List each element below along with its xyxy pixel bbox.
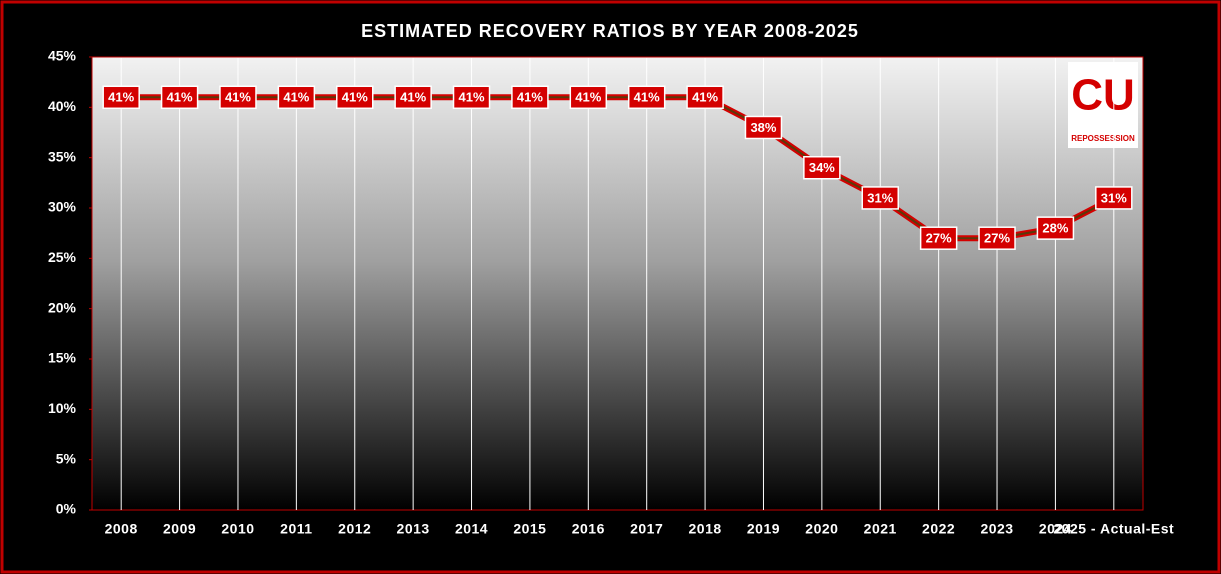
chart-title: ESTIMATED RECOVERY RATIOS BY YEAR 2008-2… [361, 21, 859, 41]
y-tick-label: 30% [48, 199, 77, 215]
data-label: 41% [342, 90, 368, 105]
y-tick-label: 25% [48, 249, 77, 265]
label-box [627, 85, 666, 110]
data-label: 38% [750, 120, 776, 135]
x-tick-label: 2022 [922, 521, 955, 537]
data-label: 28% [1042, 221, 1068, 236]
x-tick-label: 2010 [221, 521, 254, 537]
y-tick-label: 45% [48, 48, 77, 64]
logo-mark: CU [1071, 71, 1135, 120]
label-box [1095, 186, 1133, 210]
data-label: 34% [809, 160, 835, 175]
data-label: 41% [692, 90, 718, 105]
label-box [803, 155, 841, 180]
data-label: 41% [575, 90, 601, 105]
label-box [219, 85, 257, 110]
label-box [686, 85, 724, 110]
logo-text: REPOSSESSION [1071, 134, 1135, 143]
data-label: 41% [108, 90, 134, 105]
label-box [861, 186, 899, 210]
x-tick-label: 2019 [747, 521, 780, 537]
data-label: 31% [867, 190, 893, 205]
x-tick-label: 2009 [163, 521, 196, 537]
x-tick-label: 2018 [689, 521, 722, 537]
x-tick-label: 2015 [513, 521, 546, 537]
data-label: 41% [283, 90, 309, 105]
x-tick-label: 2012 [338, 521, 371, 537]
data-label: 41% [400, 90, 426, 105]
label-box [744, 115, 783, 140]
x-tick-label: 2013 [397, 521, 430, 537]
label-box [160, 85, 199, 110]
data-label: 31% [1101, 190, 1127, 205]
x-tick-label: 2023 [980, 521, 1013, 537]
label-box [336, 85, 374, 110]
data-label: 27% [984, 231, 1010, 246]
y-tick-label: 10% [48, 400, 77, 416]
x-tick-label: 2011 [280, 521, 312, 537]
y-tick-label: 0% [56, 501, 77, 517]
y-tick-label: 35% [48, 148, 77, 164]
x-tick-label: 2017 [630, 521, 663, 537]
data-label: 41% [167, 90, 193, 105]
label-box [102, 85, 140, 110]
logo-bg [1068, 62, 1138, 148]
label-box [452, 85, 491, 110]
y-tick-label: 5% [56, 450, 77, 466]
x-tick-label: 2014 [455, 521, 488, 537]
x-tick-label: 2021 [864, 521, 897, 537]
label-box [277, 85, 316, 110]
x-tick-label: 2016 [572, 521, 605, 537]
label-box [978, 226, 1016, 250]
label-box [394, 85, 432, 110]
label-box [569, 85, 608, 110]
logo: CU REPOSSESSION [1068, 62, 1138, 148]
data-label: 41% [517, 90, 543, 105]
plot-area [91, 56, 1144, 511]
x-tick-label: 2025 - Actual-Est [1053, 521, 1174, 537]
data-label: 41% [634, 90, 660, 105]
y-tick-label: 40% [48, 98, 77, 114]
y-tick-label: 15% [48, 350, 77, 366]
label-box [511, 85, 549, 110]
data-label: 41% [459, 90, 485, 105]
label-box [1036, 216, 1075, 240]
x-tick-label: 2024 [1039, 521, 1072, 537]
x-tick-label: 2020 [805, 521, 838, 537]
y-tick-label: 20% [48, 299, 77, 315]
label-box [919, 226, 958, 250]
data-label: 41% [225, 90, 251, 105]
x-tick-label: 2008 [105, 521, 138, 537]
data-label: 27% [926, 231, 952, 246]
